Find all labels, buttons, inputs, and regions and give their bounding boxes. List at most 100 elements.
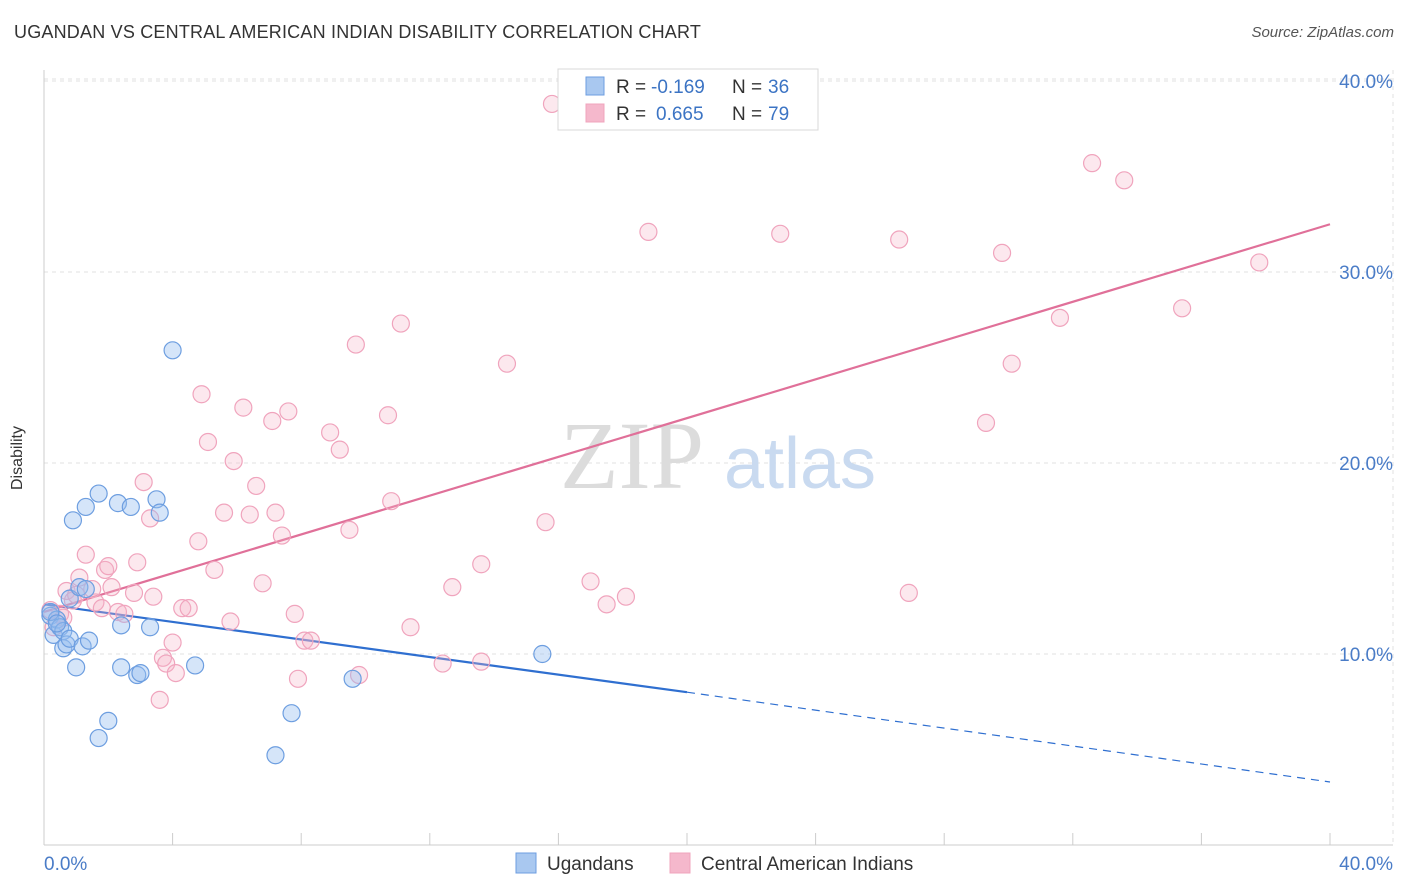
point-central-american-indians-20 bbox=[150, 690, 169, 709]
grid-lines bbox=[44, 70, 1394, 845]
y-tick-label-0: 10.0% bbox=[1339, 645, 1393, 666]
point-central-american-indians-74 bbox=[1115, 171, 1134, 190]
point-ugandans-11 bbox=[70, 578, 89, 597]
point-central-american-indians-43 bbox=[288, 669, 308, 688]
point-central-american-indians-76 bbox=[1250, 253, 1269, 272]
point-central-american-indians-65 bbox=[639, 222, 658, 241]
point-central-american-indians-71 bbox=[1002, 354, 1021, 373]
point-ugandans-18 bbox=[99, 711, 118, 730]
point-ugandans-25 bbox=[140, 618, 160, 637]
watermark: ZIP atlas bbox=[560, 402, 876, 509]
x-tick-label-min: 0.0% bbox=[44, 854, 87, 875]
point-central-american-indians-59 bbox=[497, 354, 517, 373]
point-central-american-indians-15 bbox=[124, 583, 144, 602]
series-legend-label-ugandans: Ugandans bbox=[547, 854, 634, 875]
legend-swatch-ugandans bbox=[585, 76, 605, 96]
point-central-american-indians-38 bbox=[263, 411, 282, 431]
x-tick-labels: 0.0% 40.0% bbox=[44, 854, 1393, 875]
point-central-american-indians-55 bbox=[433, 654, 452, 673]
point-central-american-indians-75 bbox=[1173, 299, 1192, 318]
point-central-american-indians-72 bbox=[1050, 308, 1070, 327]
point-central-american-indians-66 bbox=[771, 224, 790, 243]
point-central-american-indians-40 bbox=[272, 526, 292, 545]
point-central-american-indians-30 bbox=[205, 560, 224, 580]
point-central-american-indians-77 bbox=[99, 557, 118, 576]
point-central-american-indians-7 bbox=[76, 545, 95, 564]
point-central-american-indians-69 bbox=[976, 413, 996, 432]
point-central-american-indians-6 bbox=[70, 568, 89, 587]
legend-n-value-central-american-indians: 79 bbox=[768, 104, 789, 125]
point-ugandans-15 bbox=[79, 631, 99, 650]
trend-line-ugandans-extension bbox=[686, 691, 1331, 783]
point-central-american-indians-44 bbox=[295, 631, 314, 650]
point-central-american-indians-34 bbox=[234, 398, 253, 417]
point-central-american-indians-49 bbox=[346, 335, 365, 354]
point-central-american-indians-31 bbox=[214, 503, 234, 522]
point-central-american-indians-14 bbox=[115, 604, 134, 623]
point-central-american-indians-64 bbox=[616, 587, 636, 606]
point-central-american-indians-17 bbox=[134, 473, 153, 492]
y-tick-label-1: 20.0% bbox=[1339, 454, 1393, 475]
watermark-atlas: atlas bbox=[724, 424, 876, 504]
point-central-american-indians-58 bbox=[472, 652, 491, 671]
point-central-american-indians-62 bbox=[581, 572, 600, 591]
point-central-american-indians-39 bbox=[266, 503, 285, 522]
point-ugandans-29 bbox=[186, 656, 205, 675]
point-central-american-indians-41 bbox=[279, 402, 298, 421]
x-tick-label-max: 40.0% bbox=[1339, 854, 1393, 875]
point-ugandans-31 bbox=[282, 704, 301, 723]
point-central-american-indians-23 bbox=[163, 633, 182, 652]
point-central-american-indians-29 bbox=[198, 432, 218, 452]
point-ugandans-16 bbox=[89, 484, 108, 503]
point-central-american-indians-57 bbox=[472, 555, 491, 574]
point-ugandans-21 bbox=[112, 616, 131, 635]
point-central-american-indians-45 bbox=[301, 631, 320, 650]
point-central-american-indians-68 bbox=[899, 583, 918, 602]
point-central-american-indians-16 bbox=[128, 553, 147, 572]
point-central-american-indians-35 bbox=[240, 505, 259, 524]
point-central-american-indians-13 bbox=[108, 602, 128, 622]
point-central-american-indians-26 bbox=[179, 599, 198, 618]
point-central-american-indians-21 bbox=[153, 648, 173, 667]
point-central-american-indians-18 bbox=[140, 509, 160, 528]
point-ugandans-30 bbox=[266, 746, 285, 765]
point-central-american-indians-48 bbox=[340, 520, 359, 539]
watermark-zip: ZIP bbox=[560, 402, 704, 509]
point-ugandans-14 bbox=[76, 497, 95, 517]
source-label: Source: ZipAtlas.com bbox=[1251, 24, 1394, 41]
point-ugandans-6 bbox=[57, 635, 76, 654]
point-central-american-indians-47 bbox=[330, 440, 349, 459]
point-ugandans-24 bbox=[131, 663, 150, 683]
axes bbox=[43, 70, 1393, 846]
point-ugandans-34 bbox=[41, 602, 60, 622]
point-central-american-indians-27 bbox=[189, 532, 208, 551]
point-ugandans-33 bbox=[533, 644, 552, 664]
correlation-legend: R = -0.169 N = 36 R = 0.665 N = 79 bbox=[557, 68, 819, 131]
point-ugandans-32 bbox=[343, 669, 362, 688]
point-central-american-indians-32 bbox=[221, 612, 240, 631]
point-central-american-indians-51 bbox=[378, 406, 398, 425]
point-ugandans-13 bbox=[76, 579, 95, 599]
point-central-american-indians-56 bbox=[443, 578, 462, 597]
legend-r-value-ugandans: -0.169 bbox=[651, 77, 705, 98]
point-central-american-indians-73 bbox=[1082, 154, 1102, 173]
point-central-american-indians-67 bbox=[890, 230, 909, 249]
point-ugandans-35 bbox=[47, 614, 66, 633]
point-central-american-indians-12 bbox=[102, 578, 121, 597]
point-ugandans-20 bbox=[112, 658, 131, 677]
legend-r-value-central-american-indians: 0.665 bbox=[656, 104, 704, 125]
point-ugandans-17 bbox=[89, 728, 108, 748]
point-central-american-indians-25 bbox=[173, 599, 192, 618]
point-ugandans-9 bbox=[63, 511, 83, 530]
point-central-american-indians-52 bbox=[382, 492, 401, 511]
point-central-american-indians-60 bbox=[536, 513, 555, 532]
y-tick-label-2: 30.0% bbox=[1339, 263, 1393, 284]
point-central-american-indians-33 bbox=[224, 451, 243, 471]
point-central-american-indians-42 bbox=[285, 604, 304, 623]
point-ugandans-26 bbox=[147, 490, 166, 509]
point-central-american-indians-53 bbox=[391, 314, 410, 333]
point-central-american-indians-37 bbox=[253, 574, 272, 593]
point-central-american-indians-63 bbox=[597, 595, 616, 614]
point-central-american-indians-22 bbox=[157, 654, 176, 673]
